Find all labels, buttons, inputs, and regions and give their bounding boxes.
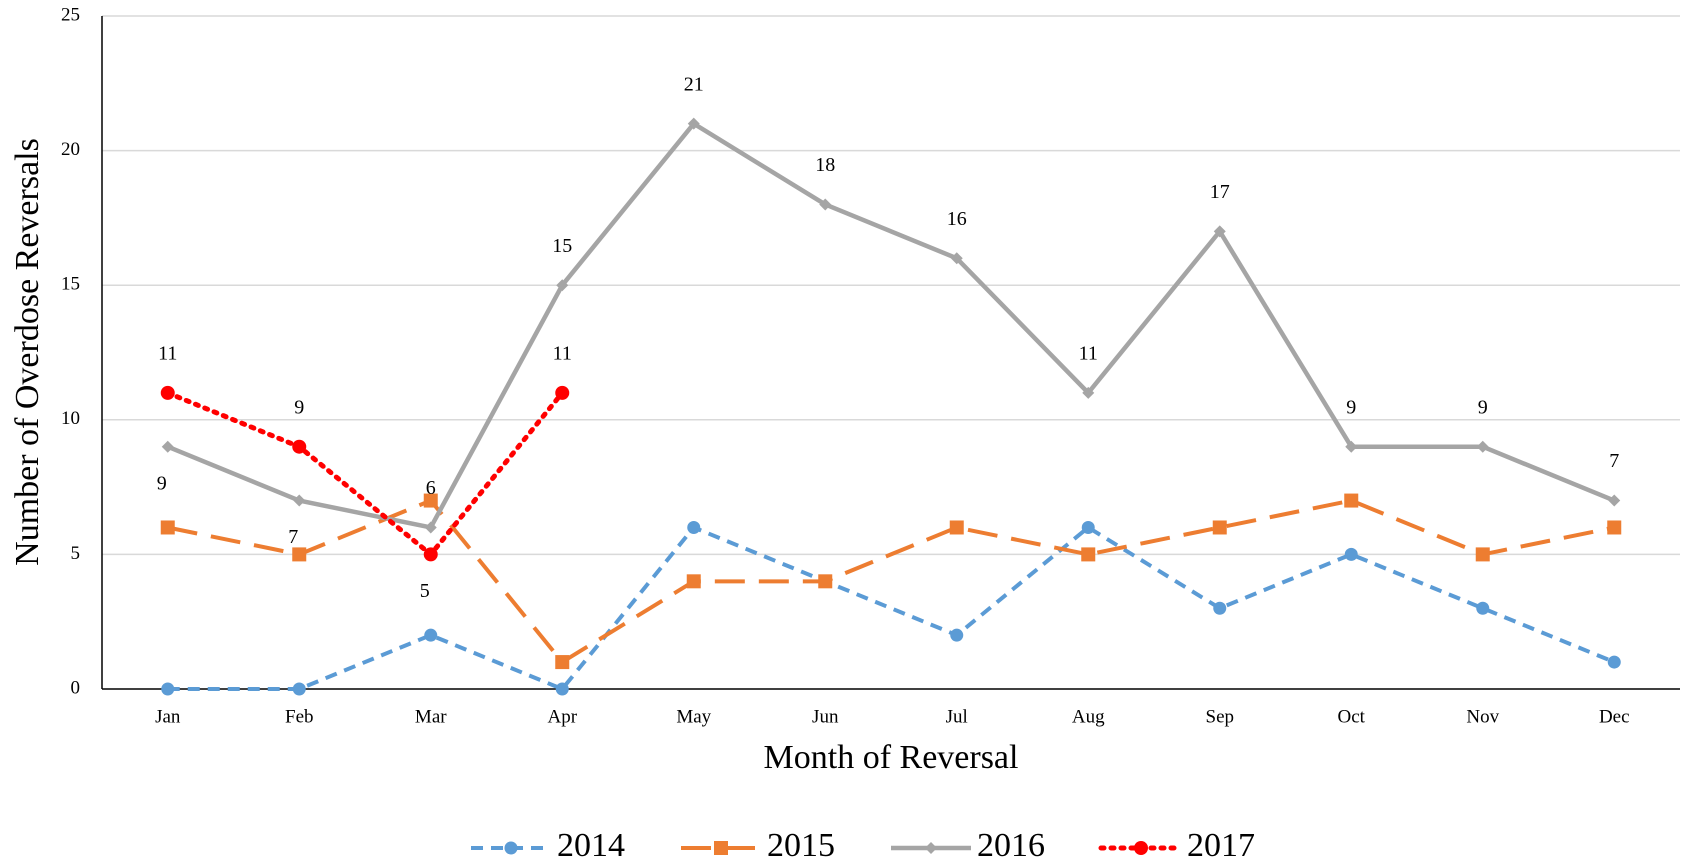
marker <box>1082 386 1095 399</box>
marker <box>1081 547 1096 562</box>
data-label: 11 <box>553 342 572 364</box>
marker <box>161 682 175 696</box>
x-tick-label: Jul <box>946 706 968 727</box>
legend-label: 2017 <box>1187 827 1255 864</box>
marker <box>423 493 438 508</box>
marker <box>1081 520 1095 534</box>
y-tick-label: 20 <box>61 139 80 160</box>
legend-label: 2014 <box>557 827 625 864</box>
marker <box>818 574 833 589</box>
marker <box>293 494 306 507</box>
data-label: 9 <box>157 472 167 494</box>
x-tick-label: Apr <box>547 706 577 727</box>
marker <box>686 574 701 589</box>
marker <box>819 198 832 211</box>
y-tick-label: 15 <box>61 274 80 295</box>
data-label: 7 <box>288 526 298 548</box>
legend-marker <box>925 842 937 854</box>
series: 9 7 6 15 21 18 16 11 17 9 9 7 <box>157 73 1621 548</box>
data-label: 11 <box>1079 342 1098 364</box>
data-label: 9 <box>1478 396 1488 418</box>
marker <box>292 682 306 696</box>
marker <box>1475 547 1490 562</box>
marker <box>687 520 701 534</box>
marker <box>423 547 438 562</box>
series <box>160 493 1622 670</box>
data-label: 17 <box>1210 181 1230 203</box>
marker <box>1476 601 1490 615</box>
y-tick-label: 25 <box>61 4 80 25</box>
marker <box>556 279 569 292</box>
series-line <box>167 525 1616 691</box>
marker <box>555 655 570 670</box>
y-tick-label: 10 <box>61 408 80 429</box>
x-tick-label: Aug <box>1072 706 1105 727</box>
marker <box>687 117 700 130</box>
legend-item: 2016 <box>891 827 1045 864</box>
marker <box>1607 520 1622 535</box>
legend-item: 2017 <box>1098 827 1255 864</box>
y-tick-label: 5 <box>71 543 81 564</box>
marker <box>160 385 175 400</box>
legend-marker <box>714 841 728 855</box>
series-line <box>165 390 565 557</box>
data-label: 18 <box>815 154 835 176</box>
marker <box>1607 655 1621 669</box>
data-label: 9 <box>1346 396 1356 418</box>
marker <box>424 628 438 642</box>
marker <box>1212 520 1227 535</box>
data-label: 6 <box>426 477 436 499</box>
legend-marker <box>504 841 518 855</box>
x-tick-label: Mar <box>415 706 447 727</box>
legend-marker <box>1134 841 1148 855</box>
marker <box>424 521 437 534</box>
series <box>161 520 1621 696</box>
series: 11 9 5 11 <box>158 342 572 602</box>
legend-label: 2015 <box>767 827 835 864</box>
x-tick-label: Sep <box>1206 706 1235 727</box>
x-tick-label: Oct <box>1338 706 1366 727</box>
data-label: 15 <box>552 235 572 257</box>
x-tick-label: Jan <box>155 706 181 727</box>
marker <box>555 682 569 696</box>
marker <box>950 628 964 642</box>
data-label: 7 <box>1609 450 1619 472</box>
x-tick-label: Dec <box>1599 706 1630 727</box>
marker <box>161 440 174 453</box>
marker <box>160 520 175 535</box>
marker <box>1344 493 1359 508</box>
x-tick-label: Feb <box>285 706 314 727</box>
marker <box>1344 547 1358 561</box>
marker <box>949 520 964 535</box>
x-axis-title: Month of Reversal <box>764 739 1019 776</box>
data-label: 16 <box>947 208 967 230</box>
x-tick-label: Jun <box>812 706 839 727</box>
y-axis-title: Number of Overdose Reversals <box>9 138 46 566</box>
legend-label: 2016 <box>977 827 1045 864</box>
marker <box>1345 440 1358 453</box>
marker <box>1476 440 1489 453</box>
data-label: 21 <box>684 73 704 95</box>
marker <box>1213 601 1227 615</box>
legend-item: 2014 <box>471 827 625 864</box>
marker <box>292 439 307 454</box>
marker <box>292 547 307 562</box>
data-label: 9 <box>294 396 304 418</box>
marker <box>950 252 963 265</box>
series-line <box>166 121 1616 530</box>
data-label: 5 <box>420 580 430 602</box>
marker <box>1608 494 1621 507</box>
legend-item: 2015 <box>681 827 835 864</box>
data-label: 11 <box>158 342 177 364</box>
x-tick-label: Nov <box>1466 706 1499 727</box>
y-tick-label: 0 <box>71 677 81 698</box>
series-line <box>167 498 1615 665</box>
marker <box>555 385 570 400</box>
marker <box>1213 225 1226 238</box>
x-tick-label: May <box>676 706 711 727</box>
